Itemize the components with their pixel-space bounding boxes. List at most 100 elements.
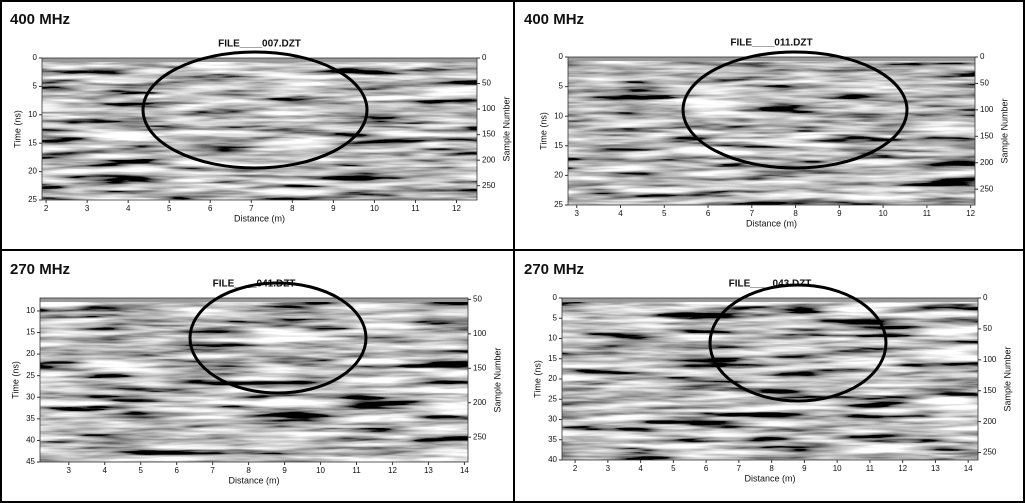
- y-tick-label: 45: [26, 457, 35, 466]
- y-tick-label: 10: [548, 334, 557, 343]
- y-tick-label: 20: [28, 167, 37, 176]
- x-tick-label: 8: [769, 464, 774, 473]
- y-tick-label: 15: [28, 138, 37, 147]
- annotation-ellipse: [708, 283, 888, 403]
- surface-band: [40, 298, 468, 302]
- x-tick-label: 3: [85, 204, 90, 213]
- radargram-image: [568, 57, 975, 205]
- y2-tick-label: 100: [980, 105, 994, 114]
- x-axis-label: Distance (m): [744, 473, 795, 483]
- y2-tick-label: 150: [980, 131, 994, 140]
- y2-tick-label: 50: [482, 79, 491, 88]
- y-tick-label: 35: [548, 435, 557, 444]
- x-tick-label: 7: [249, 204, 254, 213]
- y-tick-label: 5: [33, 82, 38, 91]
- y-tick-label: 0: [559, 52, 564, 61]
- y2-tick-label: 0: [482, 53, 487, 62]
- x-tick-label: 11: [352, 466, 361, 475]
- chart-title: FILE____007.DZT: [218, 39, 301, 50]
- y2-axis-label: Sample Number: [1002, 346, 1012, 411]
- x-tick-label: 6: [174, 466, 179, 475]
- y2-axis-label: Sample Number: [999, 98, 1009, 163]
- y-tick-label: 30: [548, 415, 557, 424]
- x-tick-label: 4: [638, 464, 643, 473]
- surface-band: [42, 58, 477, 62]
- y2-tick-label: 250: [983, 448, 997, 457]
- x-tick-label: 11: [866, 464, 875, 473]
- plot-frame: [567, 56, 976, 206]
- y2-axis-label: Sample Number: [492, 347, 502, 412]
- y-axis-label: Time (ns): [532, 360, 542, 398]
- x-tick-label: 2: [573, 464, 578, 473]
- x-tick-label: 4: [618, 209, 623, 218]
- x-tick-label: 6: [208, 204, 213, 213]
- y-tick-label: 35: [26, 414, 35, 423]
- chart-title: FILE____043.DZT: [729, 279, 812, 290]
- x-axis-label: Distance (m): [746, 218, 797, 228]
- x-axis-label: Distance (m): [228, 475, 279, 485]
- x-tick-label: 7: [737, 464, 742, 473]
- y2-tick-label: 100: [473, 329, 487, 338]
- annotation-ellipse: [141, 50, 369, 170]
- y2-tick-label: 200: [482, 155, 496, 164]
- x-tick-label: 9: [837, 209, 842, 218]
- x-tick-label: 4: [126, 204, 131, 213]
- y2-tick-label: 250: [980, 184, 994, 193]
- x-tick-label: 12: [966, 209, 975, 218]
- x-tick-label: 10: [370, 204, 379, 213]
- y-tick-label: 40: [548, 455, 557, 464]
- panel-label: 270 MHz: [524, 261, 584, 278]
- x-tick-label: 9: [331, 204, 336, 213]
- x-tick-label: 6: [706, 209, 711, 218]
- x-tick-label: 2: [44, 204, 49, 213]
- x-tick-label: 10: [316, 466, 325, 475]
- y-axis-label: Time (ns): [12, 110, 22, 148]
- x-tick-label: 9: [282, 466, 287, 475]
- x-tick-label: 9: [802, 464, 807, 473]
- annotation-ellipse: [188, 281, 368, 395]
- y-axis-label: Time (ns): [538, 112, 548, 150]
- y-tick-label: 0: [33, 53, 38, 62]
- surface-band: [562, 298, 978, 302]
- y2-tick-label: 200: [473, 398, 487, 407]
- radargram-image: [42, 58, 477, 200]
- y2-tick-label: 150: [983, 386, 997, 395]
- x-tick-label: 5: [138, 466, 143, 475]
- y-tick-label: 25: [554, 200, 563, 209]
- chart-title: FILE____011.DZT: [730, 38, 812, 49]
- y2-tick-label: 150: [482, 130, 496, 139]
- y-tick-label: 15: [26, 328, 35, 337]
- y-tick-label: 20: [26, 349, 35, 358]
- x-tick-label: 8: [246, 466, 251, 475]
- x-tick-label: 11: [411, 204, 420, 213]
- y-tick-label: 0: [553, 293, 558, 302]
- y-tick-label: 20: [554, 171, 563, 180]
- plot-frame: [41, 57, 478, 201]
- y2-tick-label: 250: [473, 432, 487, 441]
- y-tick-label: 25: [26, 371, 35, 380]
- y2-tick-label: 0: [980, 52, 985, 61]
- y-tick-label: 15: [554, 141, 563, 150]
- x-tick-label: 3: [67, 466, 72, 475]
- y-tick-label: 5: [553, 313, 558, 322]
- y-tick-label: 5: [559, 82, 564, 91]
- panel-label: 400 MHz: [10, 11, 70, 28]
- y2-tick-label: 100: [983, 355, 997, 364]
- x-tick-label: 11: [923, 209, 932, 218]
- y-tick-label: 20: [548, 374, 557, 383]
- x-tick-label: 10: [833, 464, 842, 473]
- x-tick-label: 14: [460, 466, 469, 475]
- x-tick-label: 5: [662, 209, 667, 218]
- x-tick-label: 14: [964, 464, 973, 473]
- y2-axis-label: Sample Number: [501, 96, 511, 161]
- x-tick-label: 4: [103, 466, 108, 475]
- radargram-image: [562, 298, 978, 460]
- y-tick-label: 30: [26, 392, 35, 401]
- x-tick-label: 12: [452, 204, 461, 213]
- x-tick-label: 8: [290, 204, 295, 213]
- x-tick-label: 3: [575, 209, 580, 218]
- x-tick-label: 6: [704, 464, 709, 473]
- y2-tick-label: 50: [983, 324, 992, 333]
- x-tick-label: 13: [424, 466, 433, 475]
- plot-frame: [39, 297, 469, 463]
